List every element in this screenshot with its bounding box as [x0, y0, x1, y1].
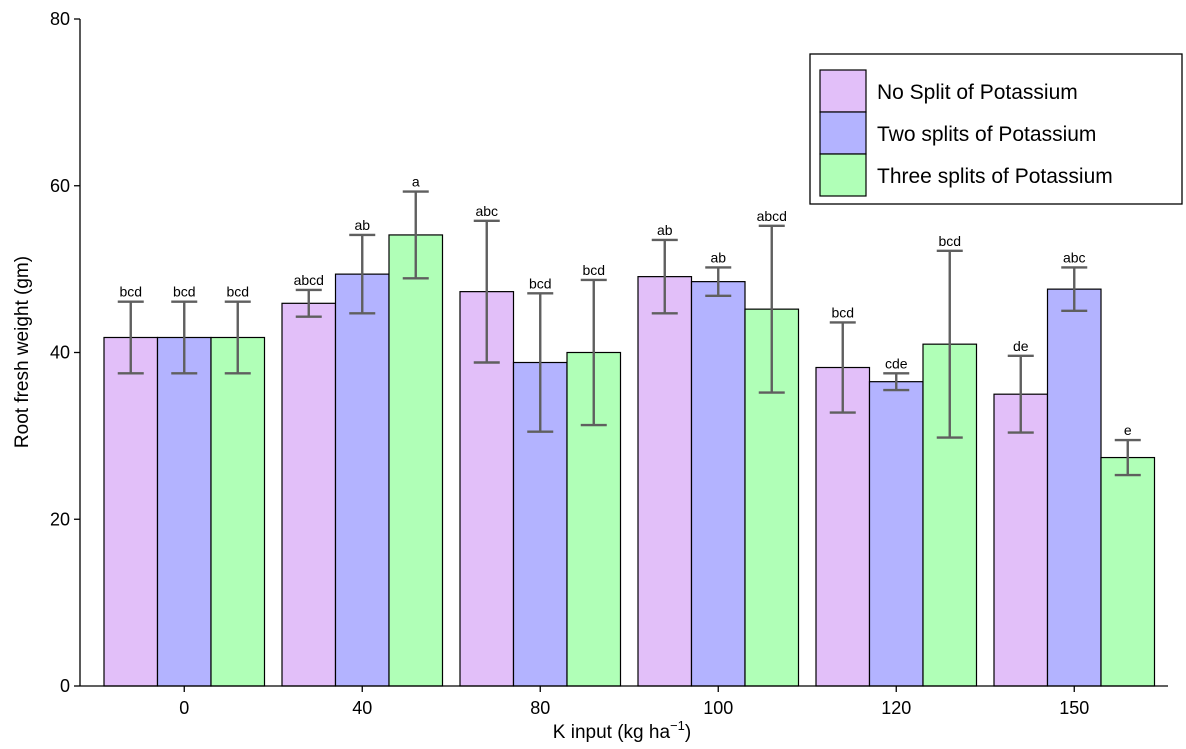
significance-label: cde	[885, 355, 908, 371]
significance-label: bcd	[582, 262, 605, 278]
significance-label: a	[412, 174, 420, 190]
x-tick-label: 0	[179, 698, 189, 718]
x-ticks-layer: 0 40 80 100 120 150	[179, 686, 1089, 718]
legend-box	[809, 53, 1183, 205]
legend: No Split of Potassium Two splits of Potas…	[809, 53, 1183, 205]
bar	[210, 336, 266, 687]
bar	[281, 302, 337, 687]
significance-label: bcd	[119, 284, 142, 300]
significance-label: abcd	[757, 208, 787, 224]
y-ticks-layer: 0 20 40 60 80	[50, 9, 80, 696]
significance-label: de	[1013, 338, 1029, 354]
x-tick-label: 100	[703, 698, 733, 718]
legend-label: No Split of Potassium	[877, 81, 1078, 104]
bar	[334, 273, 390, 687]
significance-label: e	[1124, 422, 1132, 438]
y-tick-label: 60	[50, 176, 70, 196]
significance-label: abcd	[294, 272, 324, 288]
bar	[815, 366, 871, 687]
significance-label: ab	[657, 222, 673, 238]
bars-layer	[103, 234, 1156, 687]
significance-label: abc	[475, 203, 498, 219]
x-axis-title: K input (kg ha−1)	[553, 718, 691, 743]
legend-swatch	[819, 69, 867, 113]
x-tick-label: 120	[881, 698, 911, 718]
significance-label: ab	[710, 249, 726, 265]
y-axis-title: Root fresh weight (gm)	[12, 256, 33, 448]
error-bars-layer	[117, 190, 1141, 477]
bar	[690, 281, 746, 687]
legend-swatch	[819, 111, 867, 155]
bar	[1046, 288, 1102, 687]
y-tick-label: 40	[50, 343, 70, 363]
bar	[993, 393, 1049, 687]
bar	[156, 336, 212, 687]
bar	[388, 234, 444, 687]
legend-label: Three splits of Potassium	[877, 165, 1113, 188]
significance-label: bcd	[173, 284, 196, 300]
significance-labels-layer: bcd bcd bcd abcd ab a abc bcd bcd ab ab abcd bcd cde b…	[119, 174, 1131, 438]
y-tick-label: 80	[50, 9, 70, 29]
x-tick-label: 80	[530, 698, 550, 718]
bar	[637, 276, 693, 687]
legend-swatch	[819, 153, 867, 197]
significance-label: bcd	[831, 304, 854, 320]
legend-label: Two splits of Potassium	[877, 123, 1096, 146]
bar	[103, 336, 159, 687]
significance-label: ab	[354, 217, 370, 233]
significance-label: abc	[1063, 249, 1086, 265]
significance-label: bcd	[938, 233, 961, 249]
x-tick-label: 40	[352, 698, 372, 718]
y-tick-label: 0	[60, 676, 70, 696]
y-tick-label: 20	[50, 509, 70, 529]
significance-label: bcd	[226, 284, 249, 300]
bar	[1100, 456, 1156, 687]
bar	[868, 381, 924, 687]
x-tick-label: 150	[1059, 698, 1089, 718]
significance-label: bcd	[529, 275, 552, 291]
